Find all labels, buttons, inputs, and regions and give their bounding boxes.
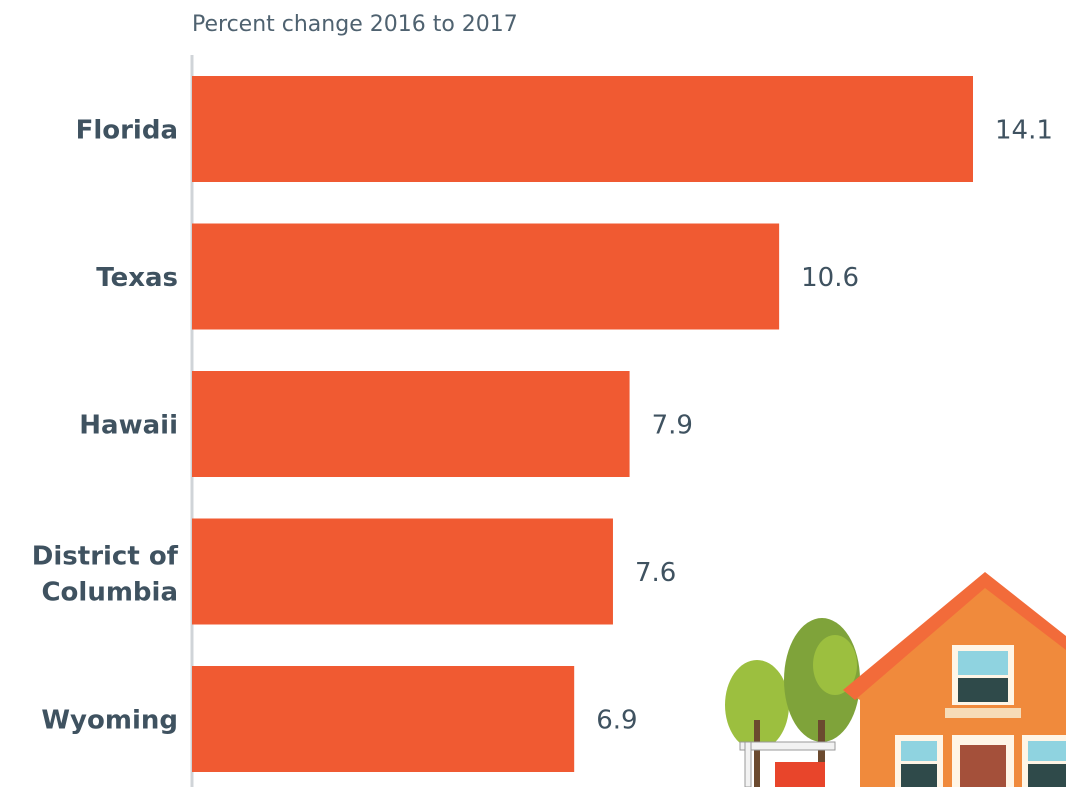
category-label: Hawaii xyxy=(79,411,178,441)
value-label: 10.6 xyxy=(801,263,859,293)
bar xyxy=(192,518,613,625)
category-label: Wyoming xyxy=(41,706,178,736)
value-label: 6.9 xyxy=(596,706,637,736)
chart-subtitle: Percent change 2016 to 2017 xyxy=(192,12,518,37)
bar xyxy=(192,76,973,182)
bar xyxy=(192,666,575,772)
category-label: Texas xyxy=(96,263,178,293)
value-label: 14.1 xyxy=(995,116,1053,146)
category-label: District of Columbia xyxy=(32,541,179,607)
value-label: 7.9 xyxy=(652,411,693,441)
house-illustration xyxy=(725,572,1066,787)
value-label: 7.6 xyxy=(635,558,676,588)
bar xyxy=(192,223,780,330)
bar xyxy=(192,371,630,477)
category-label: Florida xyxy=(76,116,178,146)
bars: Florida 14.1 Texas 10.6 Hawaii 7.9 District of… xyxy=(32,76,1053,772)
